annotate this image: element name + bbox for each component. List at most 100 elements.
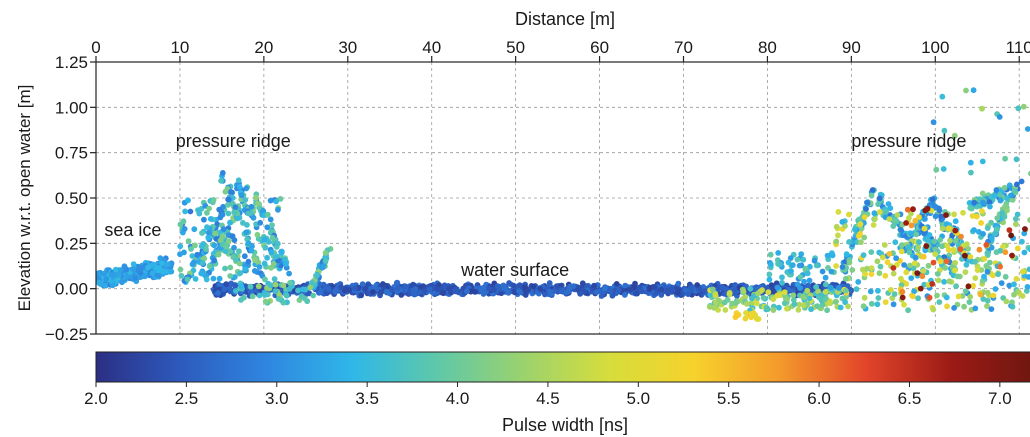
data-point [926, 232, 933, 238]
data-point [278, 262, 284, 269]
x-tick-label: 80 [758, 38, 777, 57]
data-point [472, 289, 478, 295]
data-point [722, 307, 729, 313]
data-point [966, 299, 973, 305]
data-point [833, 238, 840, 245]
data-point [920, 268, 927, 274]
data-point [694, 282, 701, 288]
data-point [842, 287, 849, 294]
data-point [255, 283, 262, 290]
colorbar-tick-label: 6.0 [807, 389, 831, 408]
data-point [632, 290, 639, 297]
data-point [984, 289, 991, 296]
data-point [981, 273, 987, 280]
data-point [839, 264, 846, 270]
data-point [822, 274, 829, 281]
data-point [890, 270, 897, 277]
data-point [249, 293, 256, 300]
data-point [446, 285, 453, 292]
data-point [882, 272, 889, 279]
colorbar-tick-label: 6.5 [898, 389, 922, 408]
x-tick-label: 0 [91, 38, 100, 57]
data-point [749, 295, 755, 302]
data-point [188, 246, 194, 252]
data-point [180, 218, 187, 225]
data-point [968, 169, 974, 176]
data-point [1003, 298, 1010, 305]
data-point [972, 305, 979, 312]
data-point [221, 286, 228, 293]
data-point [248, 203, 255, 210]
data-point [846, 239, 852, 245]
data-point [941, 127, 948, 134]
data-point [441, 282, 448, 289]
data-point [952, 227, 959, 234]
annotation-label: pressure ridge [851, 131, 966, 151]
data-point [251, 268, 258, 274]
data-point [813, 262, 820, 269]
data-point [1013, 221, 1019, 228]
data-point [910, 293, 916, 300]
data-point [149, 270, 156, 277]
data-point [856, 233, 862, 239]
data-point [995, 271, 1001, 278]
colorbar-tick-label: 5.5 [717, 389, 741, 408]
data-point [262, 292, 268, 298]
y-tick-label: 0.50 [55, 189, 88, 208]
data-point [766, 271, 773, 278]
data-point [868, 265, 875, 272]
data-point [1014, 245, 1021, 252]
data-point [452, 288, 459, 295]
data-point [825, 265, 831, 271]
data-point [935, 277, 942, 284]
data-point [198, 270, 205, 277]
data-point [1001, 184, 1008, 191]
data-point [273, 198, 279, 205]
data-point [216, 282, 223, 289]
data-point [1021, 230, 1028, 237]
data-point [984, 269, 991, 275]
data-point [227, 219, 233, 226]
data-point [733, 300, 739, 306]
data-point [930, 306, 937, 313]
data-point [673, 285, 680, 291]
data-point [874, 301, 881, 308]
data-point [923, 243, 930, 250]
data-point [898, 275, 904, 282]
data-point [242, 197, 249, 203]
data-point [272, 281, 279, 288]
data-point [409, 287, 416, 294]
data-point [278, 248, 285, 255]
data-point [970, 282, 976, 289]
data-point [984, 252, 991, 258]
data-point [941, 278, 947, 285]
data-point [936, 299, 943, 305]
data-point [711, 304, 717, 311]
data-point [199, 260, 206, 266]
data-point [966, 200, 973, 206]
data-point [929, 196, 936, 203]
data-point [943, 294, 950, 301]
data-point [277, 196, 284, 202]
data-point [706, 304, 713, 310]
data-point [886, 251, 893, 257]
data-point [952, 218, 959, 225]
data-point [724, 297, 731, 303]
data-point [767, 251, 774, 258]
data-point [233, 257, 239, 263]
data-point [774, 292, 780, 299]
data-point [998, 280, 1005, 286]
data-point [1024, 284, 1030, 290]
data-point [806, 295, 813, 302]
data-point [924, 205, 931, 212]
data-point [194, 251, 201, 258]
data-point [779, 279, 785, 286]
data-point [872, 216, 878, 223]
data-point [931, 238, 938, 245]
data-point [794, 256, 801, 263]
data-point [974, 267, 981, 273]
x-tick-label: 60 [590, 38, 609, 57]
data-point [584, 283, 590, 290]
data-point [784, 305, 790, 312]
data-point [963, 261, 970, 268]
